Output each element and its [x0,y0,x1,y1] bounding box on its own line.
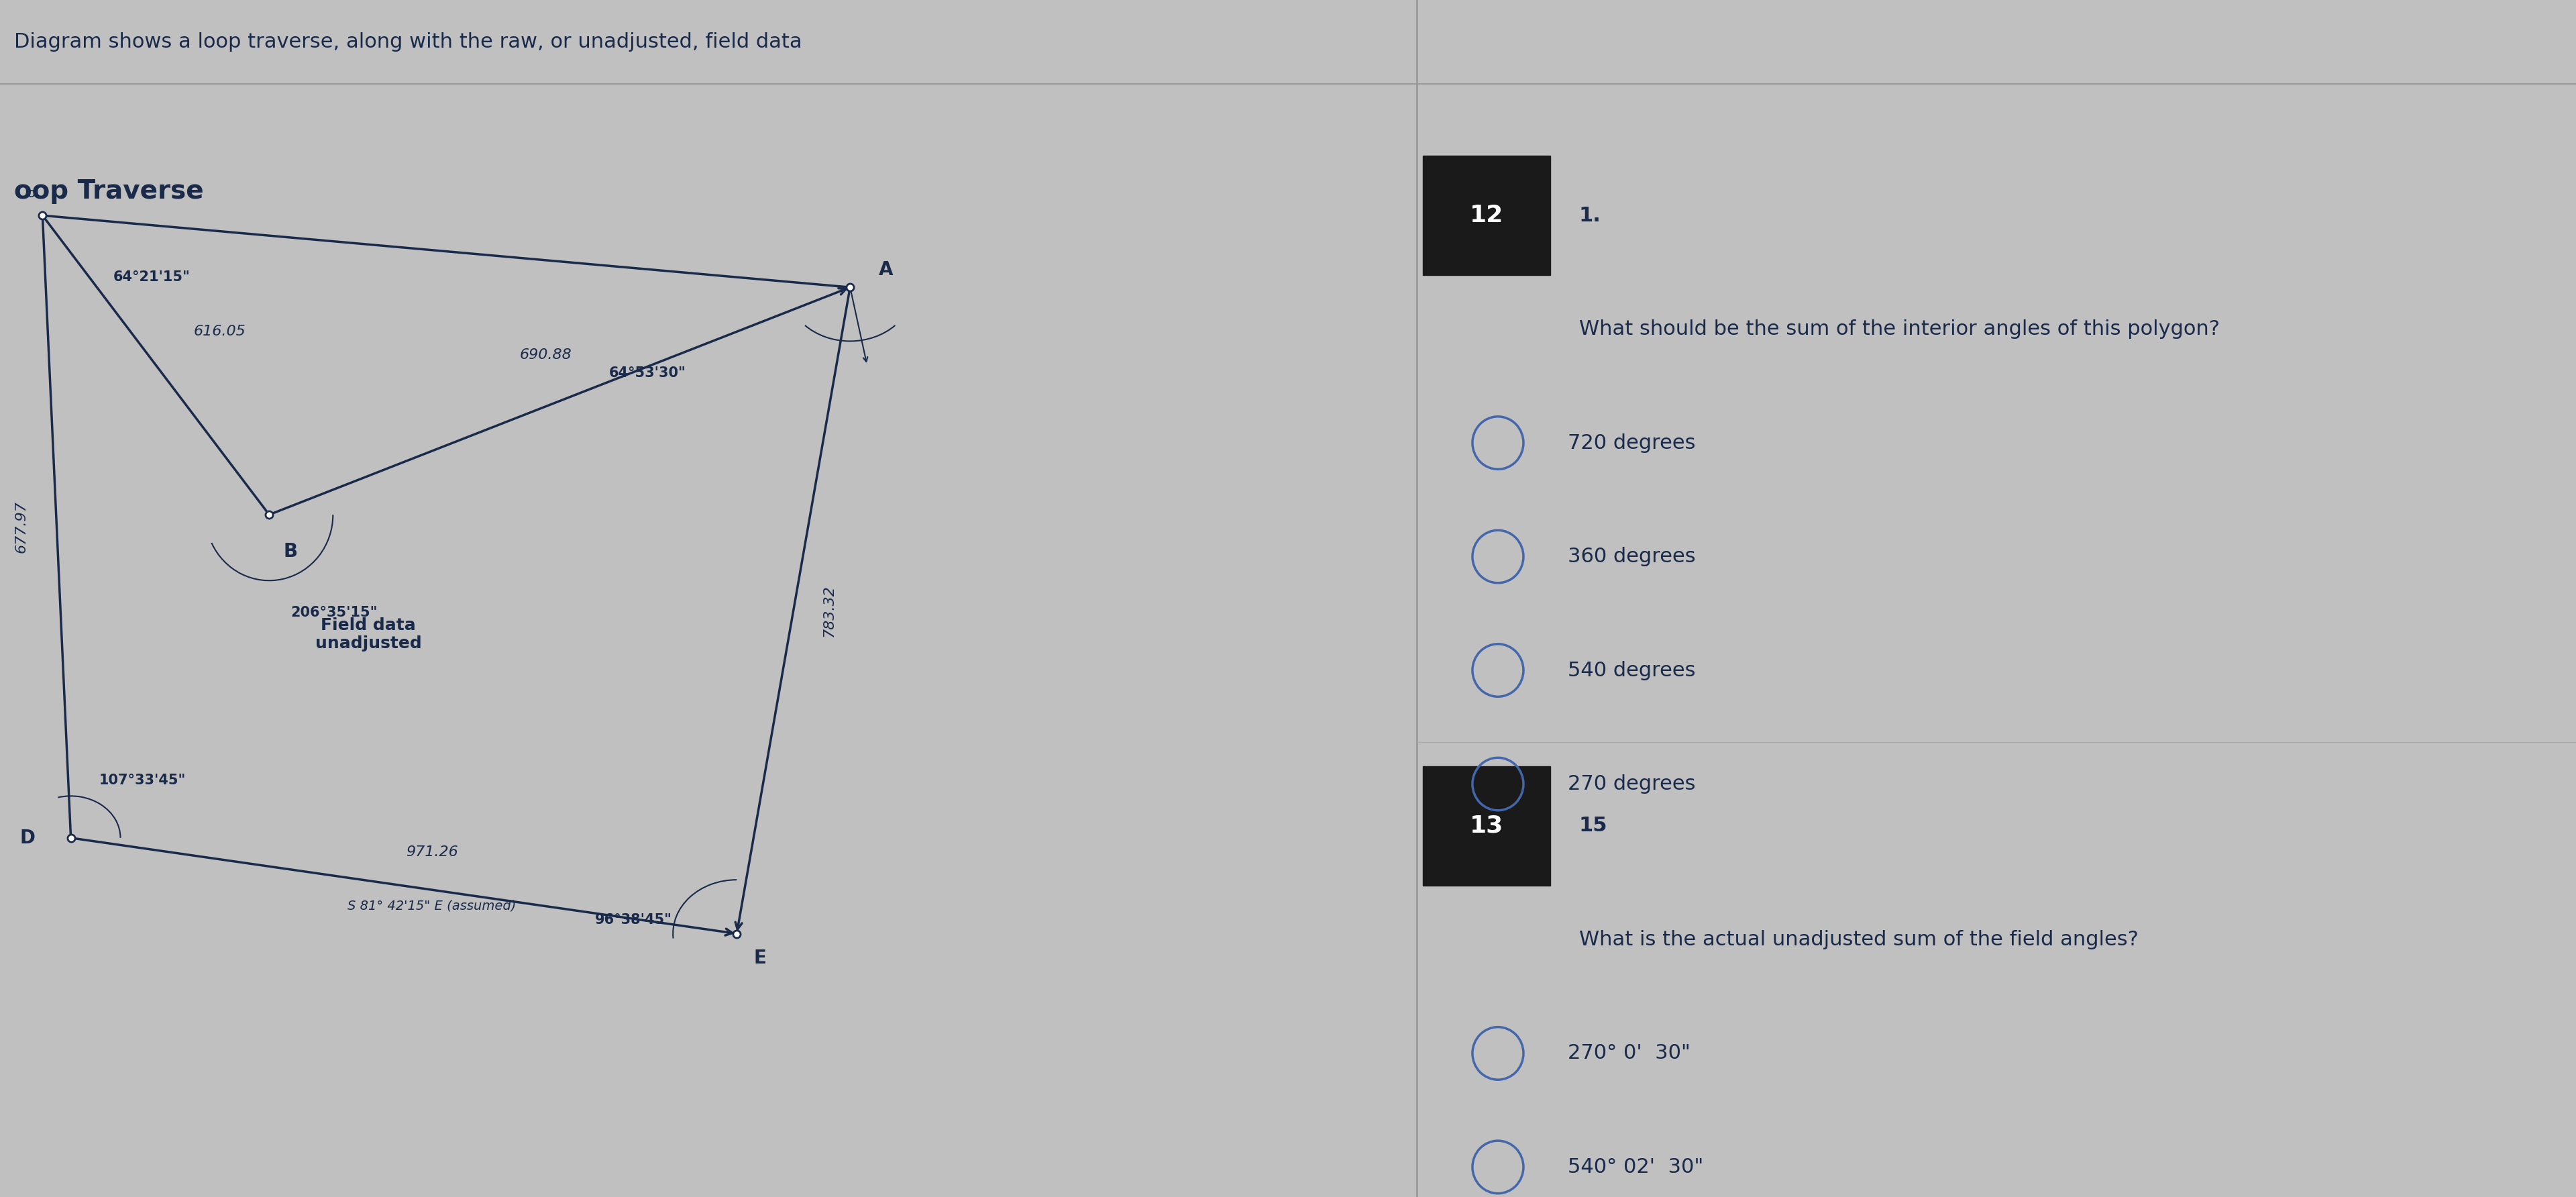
FancyBboxPatch shape [1422,766,1551,886]
Text: 270 degrees: 270 degrees [1566,774,1695,794]
Text: 206°35'15": 206°35'15" [291,606,376,619]
Text: Field data
unadjusted: Field data unadjusted [314,616,422,652]
Text: 690.88: 690.88 [520,348,572,361]
Text: 616.05: 616.05 [193,324,245,338]
Text: 15: 15 [1579,816,1607,836]
Text: 720 degrees: 720 degrees [1566,433,1695,452]
Text: A: A [878,261,894,279]
Text: o: o [28,188,36,200]
Text: B: B [283,542,299,560]
Text: oop Traverse: oop Traverse [15,178,204,205]
Text: 971.26: 971.26 [407,845,459,858]
Text: 783.32: 783.32 [822,584,835,637]
FancyBboxPatch shape [1422,156,1551,275]
Text: 677.97: 677.97 [15,500,28,553]
Text: E: E [755,949,768,967]
Text: Diagram shows a loop traverse, along with the raw, or unadjusted, field data: Diagram shows a loop traverse, along wit… [15,32,801,51]
Text: What should be the sum of the interior angles of this polygon?: What should be the sum of the interior a… [1579,320,2221,339]
Text: 64°53'30": 64°53'30" [608,366,685,379]
Text: 540° 02'  30": 540° 02' 30" [1566,1157,1703,1177]
Text: 12: 12 [1468,203,1504,227]
Text: 64°21'15": 64°21'15" [113,271,191,284]
Text: 13: 13 [1468,814,1504,838]
Text: 540 degrees: 540 degrees [1566,661,1695,680]
Text: 1.: 1. [1579,206,1602,225]
Text: 270° 0'  30": 270° 0' 30" [1566,1044,1690,1063]
Text: What is the actual unadjusted sum of the field angles?: What is the actual unadjusted sum of the… [1579,930,2138,949]
Text: 360 degrees: 360 degrees [1566,547,1695,566]
Text: S 81° 42'15" E (assumed): S 81° 42'15" E (assumed) [348,900,515,912]
Text: 107°33'45": 107°33'45" [98,773,185,786]
Text: D: D [21,828,36,847]
Text: 96°38'45": 96°38'45" [595,913,672,926]
